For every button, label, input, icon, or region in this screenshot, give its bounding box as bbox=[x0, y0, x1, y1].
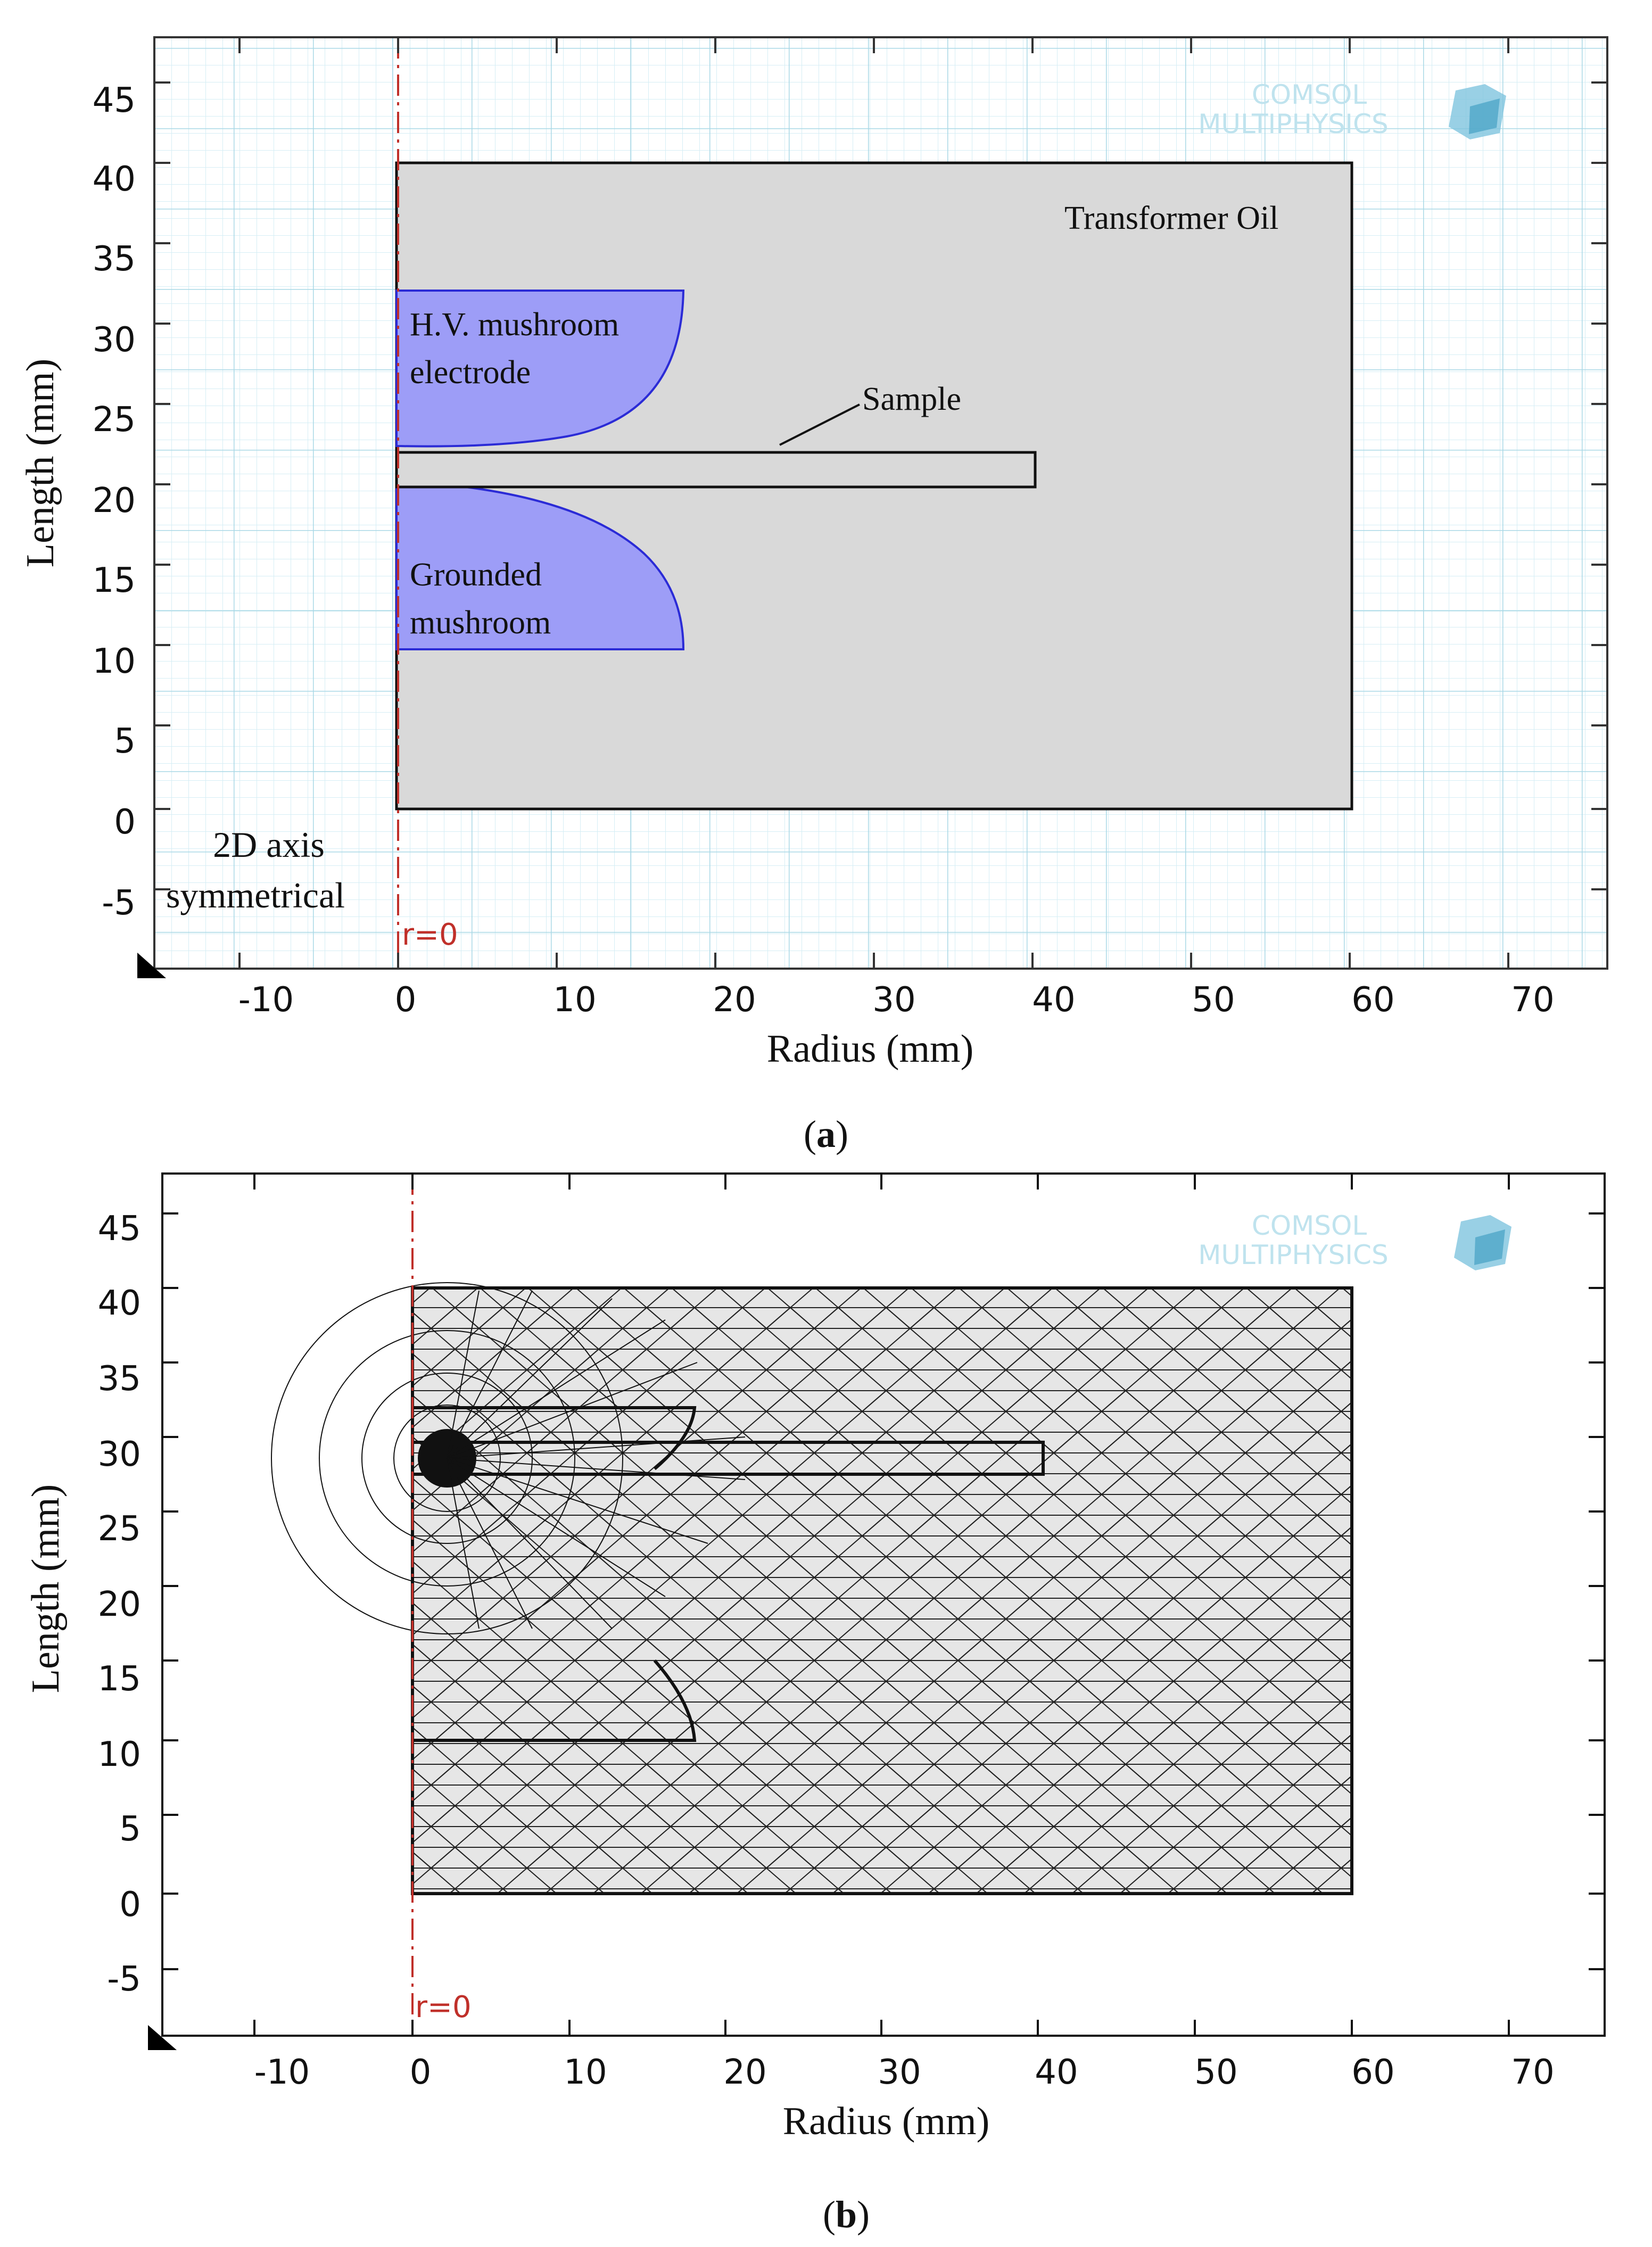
y-tick-label: -5 bbox=[102, 883, 136, 923]
mesh-triangles bbox=[412, 1288, 1352, 1894]
x-tick-label: 30 bbox=[872, 980, 915, 1020]
y-axis-label: Length (mm) bbox=[24, 1484, 68, 1693]
figure-b-panel: -10 0 10 20 30 40 50 60 70 45 40 35 30 2… bbox=[24, 1172, 1606, 2236]
watermark-text: MULTIPHYSICS bbox=[1198, 1240, 1388, 1270]
x-tick-label: 20 bbox=[723, 2053, 766, 2092]
axisymmetric-note: 2D axis bbox=[213, 824, 325, 865]
y-tick-label: 30 bbox=[93, 320, 136, 360]
caption-b: (b) bbox=[823, 2193, 870, 2236]
caption-letter: a bbox=[816, 1113, 836, 1155]
y-tick-label: 25 bbox=[93, 400, 136, 440]
x-tick-label: 60 bbox=[1351, 2053, 1394, 2092]
y-tick-label: 0 bbox=[114, 803, 136, 842]
x-axis-label: Radius (mm) bbox=[767, 1027, 973, 1071]
y-tick-label: 10 bbox=[93, 642, 136, 681]
x-tick-marks bbox=[238, 37, 1509, 969]
y-tick-label: 40 bbox=[98, 1284, 141, 1323]
grounded-electrode-shape bbox=[395, 484, 685, 650]
figure-a-panel: -10 0 10 20 30 40 50 60 70 45 40 35 30 2… bbox=[19, 36, 1608, 1155]
corner-marker bbox=[148, 2025, 177, 2050]
y-tick-label: 35 bbox=[98, 1359, 141, 1399]
watermark-text: COMSOL bbox=[1252, 79, 1367, 110]
grounded-electrode-label: Grounded bbox=[410, 557, 542, 593]
y-tick-label: 35 bbox=[93, 239, 136, 279]
hv-electrode-shape bbox=[395, 290, 685, 448]
y-tick-label: 15 bbox=[93, 561, 136, 600]
watermark-text: COMSOL bbox=[1252, 1210, 1367, 1241]
x-tick-label: -10 bbox=[238, 980, 294, 1020]
y-tick-label: 15 bbox=[98, 1659, 141, 1699]
y-tick-marks bbox=[154, 81, 1607, 890]
r0-label: r=0 bbox=[415, 1990, 472, 2025]
y-tick-label: -5 bbox=[107, 1960, 141, 1999]
x-tick-label: 10 bbox=[564, 2053, 607, 2092]
caption-a: (a) bbox=[804, 1113, 848, 1155]
hv-electrode-label: H.V. mushroom bbox=[410, 307, 619, 343]
x-tick-label: 20 bbox=[713, 980, 756, 1020]
axisymmetric-note: symmetrical bbox=[166, 875, 345, 915]
watermark-text: MULTIPHYSICS bbox=[1198, 109, 1388, 139]
comsol-logo-icon bbox=[1449, 84, 1506, 139]
hv-electrode-label: electrode bbox=[410, 354, 531, 391]
y-tick-label: 5 bbox=[114, 722, 136, 761]
y-tick-label: 10 bbox=[98, 1735, 141, 1774]
sample-shape bbox=[395, 451, 1037, 489]
y-tick-label: 30 bbox=[98, 1435, 141, 1474]
caption-letter: b bbox=[836, 2193, 857, 2236]
x-tick-label: 60 bbox=[1351, 980, 1394, 1020]
corner-marker bbox=[137, 953, 166, 978]
x-tick-label: 40 bbox=[1032, 980, 1075, 1020]
x-tick-label: 40 bbox=[1035, 2053, 1078, 2092]
grounded-electrode-label: mushroom bbox=[410, 605, 551, 641]
x-tick-marks bbox=[253, 1174, 1510, 2036]
x-tick-label: 50 bbox=[1194, 2053, 1237, 2092]
r0-label: r=0 bbox=[402, 918, 458, 952]
x-tick-label: 70 bbox=[1511, 980, 1554, 1020]
y-tick-marks bbox=[162, 1212, 1605, 1970]
x-tick-label: -10 bbox=[254, 2053, 310, 2092]
x-axis-label: Radius (mm) bbox=[783, 2100, 989, 2143]
y-tick-label: 0 bbox=[119, 1885, 141, 1924]
x-tick-label: 30 bbox=[878, 2053, 921, 2092]
sample-label: Sample bbox=[862, 381, 961, 417]
y-tick-label: 25 bbox=[98, 1509, 141, 1549]
oil-label: Transformer Oil bbox=[1064, 200, 1278, 236]
comsol-logo-icon bbox=[1454, 1215, 1511, 1270]
x-tick-label: 70 bbox=[1511, 2053, 1554, 2092]
y-tick-label: 20 bbox=[98, 1585, 141, 1624]
y-tick-label: 5 bbox=[119, 1810, 141, 1849]
y-axis-label: Length (mm) bbox=[19, 359, 62, 568]
sample-leader-line bbox=[779, 403, 860, 446]
x-tick-label: 0 bbox=[410, 2053, 432, 2092]
y-tick-label: 20 bbox=[93, 481, 136, 521]
y-tick-label: 45 bbox=[93, 81, 136, 120]
y-tick-label: 40 bbox=[93, 160, 136, 199]
x-tick-label: 0 bbox=[395, 980, 417, 1020]
x-tick-label: 10 bbox=[553, 980, 596, 1020]
y-tick-label: 45 bbox=[98, 1209, 141, 1249]
x-tick-label: 50 bbox=[1192, 980, 1235, 1020]
